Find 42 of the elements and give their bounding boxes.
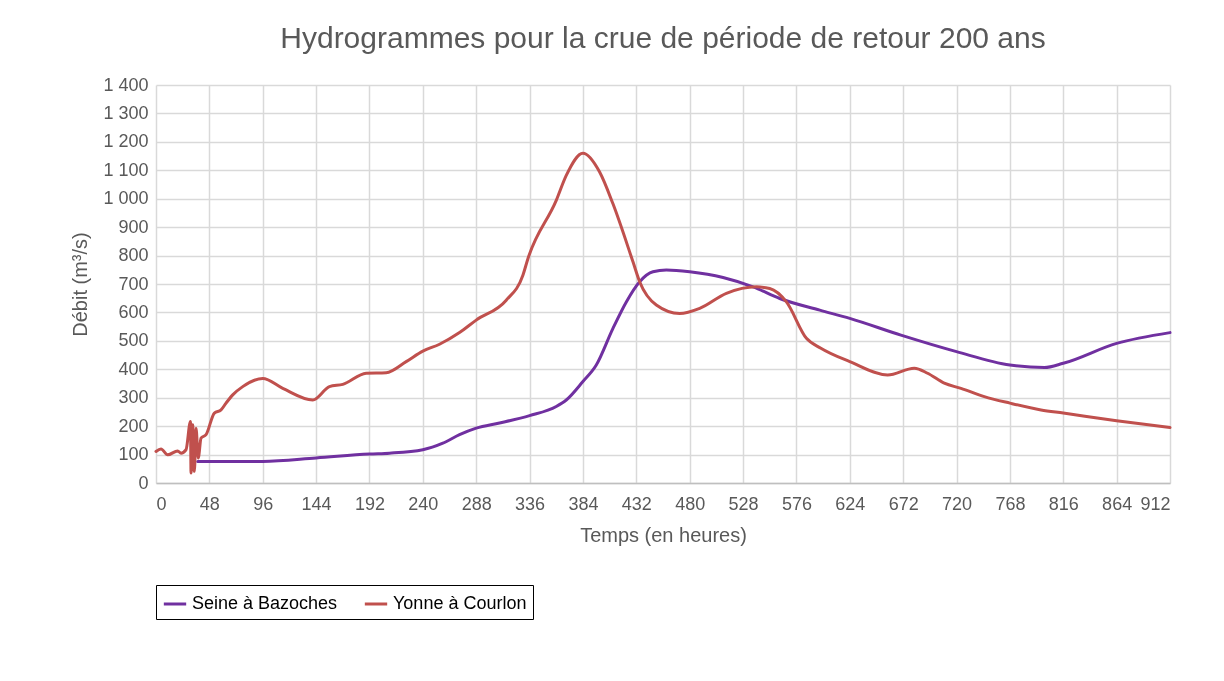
x-tick-label: 432 — [621, 493, 652, 514]
x-tick-label: 240 — [408, 493, 439, 514]
line-series — [196, 268, 1172, 463]
x-tick-label: 192 — [354, 493, 385, 514]
y-tick-label: 400 — [118, 358, 149, 379]
x-tick-label: 144 — [301, 493, 332, 514]
y-tick-label: 1 100 — [103, 159, 149, 180]
y-tick-label: 1 200 — [103, 131, 149, 152]
y-tick-label: 1 000 — [103, 188, 149, 209]
y-tick-label: 900 — [118, 216, 149, 237]
x-tick-label: 672 — [888, 493, 919, 514]
y-axis-title: Débit (m³/s) — [69, 232, 92, 337]
x-tick-label: 48 — [199, 493, 220, 514]
chart-title: Hydrogrammes pour la crue de période de retour 200 ans — [280, 21, 1046, 54]
x-tick-label: 96 — [253, 493, 274, 514]
x-tick-label: 816 — [1048, 493, 1079, 514]
x-tick-label: 480 — [675, 493, 706, 514]
y-tick-label: 200 — [118, 415, 149, 436]
y-tick-label: 300 — [118, 387, 149, 408]
x-tick-label: 0 — [156, 493, 167, 514]
legend-label: Seine à Bazoches — [192, 593, 338, 613]
y-tick-label: 600 — [118, 301, 149, 322]
y-tick-label: 700 — [118, 273, 149, 294]
y-tick-label: 0 — [138, 472, 149, 493]
x-tick-label: 912 — [1140, 493, 1171, 514]
legend-label: Yonne à Courlon — [393, 593, 527, 613]
x-tick-label: 864 — [1102, 493, 1133, 514]
y-tick-label: 1 400 — [103, 74, 149, 95]
x-tick-label: 768 — [995, 493, 1026, 514]
x-tick-label: 288 — [461, 493, 492, 514]
y-tick-label: 800 — [118, 245, 149, 266]
y-tick-label: 500 — [118, 330, 149, 351]
y-tick-label: 100 — [118, 444, 149, 465]
y-tick-label: 1 300 — [103, 102, 149, 123]
x-axis-title: Temps (en heures) — [580, 523, 747, 546]
x-tick-label: 384 — [568, 493, 599, 514]
x-tick-label: 624 — [835, 493, 866, 514]
x-tick-label: 528 — [728, 493, 759, 514]
x-tick-label: 576 — [781, 493, 812, 514]
x-tick-label: 720 — [942, 493, 973, 514]
x-tick-label: 336 — [515, 493, 546, 514]
line-series — [154, 151, 1172, 475]
